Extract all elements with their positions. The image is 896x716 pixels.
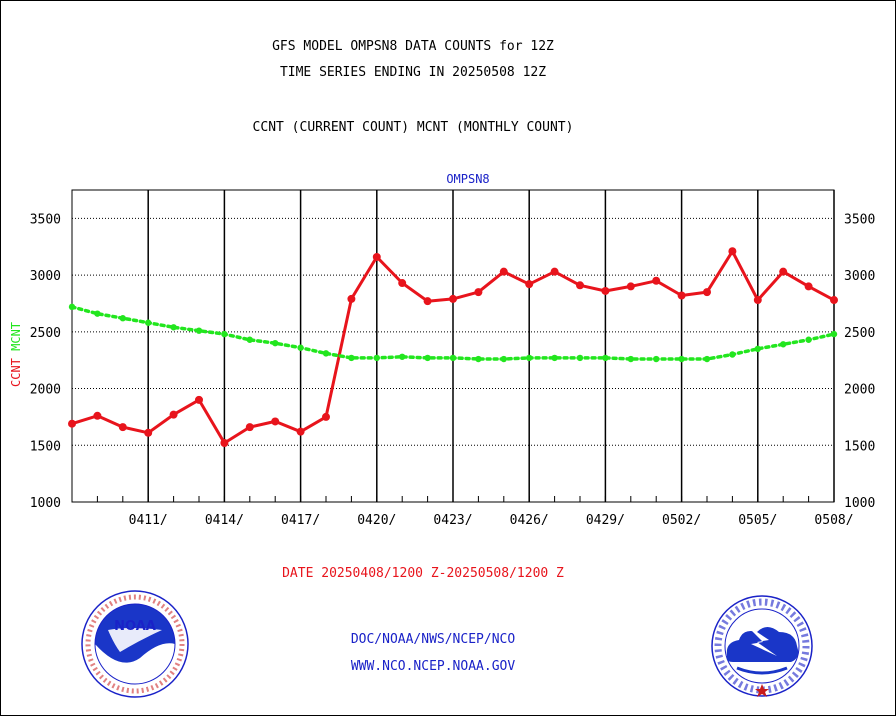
- header-line-2: TIME SERIES ENDING IN 20250508 12Z: [279, 65, 547, 80]
- y-tick-label-left: 2000: [30, 383, 61, 398]
- x-tick-label: 0508/: [814, 513, 853, 528]
- data-point-mcnt: [475, 355, 482, 363]
- data-point-mcnt: [145, 319, 152, 326]
- data-point-mcnt: [602, 354, 609, 362]
- data-point-mcnt: [119, 315, 127, 322]
- x-tick-label: 0505/: [738, 513, 777, 528]
- data-point-mcnt: [653, 355, 660, 363]
- y-axis-label-ccnt: CCNT: [9, 358, 23, 387]
- y-tick-label-left: 1500: [30, 439, 61, 454]
- x-tick-label: 0426/: [510, 513, 549, 528]
- y-tick-label-right: 1500: [844, 439, 875, 454]
- data-point-ccnt: [449, 294, 457, 303]
- data-point-ccnt: [271, 417, 280, 426]
- data-point-ccnt: [195, 395, 203, 404]
- x-tick-label: 0502/: [662, 513, 701, 528]
- data-point-ccnt: [550, 267, 559, 276]
- data-point-ccnt: [576, 281, 584, 290]
- header-line-1: GFS MODEL OMPSN8 DATA COUNTS for 12Z: [272, 39, 554, 54]
- data-point-ccnt: [398, 279, 407, 288]
- data-point-mcnt: [68, 303, 76, 311]
- data-point-ccnt: [830, 296, 838, 305]
- chart-title: OMPSN8: [446, 172, 489, 186]
- data-point-ccnt: [68, 419, 76, 428]
- data-point-ccnt: [601, 286, 610, 295]
- noaa-logo-text: NOAA: [114, 619, 156, 634]
- data-point-mcnt: [348, 354, 355, 362]
- org-path-label: DOC/NOAA/NWS/NCEP/NCO: [350, 632, 516, 647]
- data-point-ccnt: [652, 276, 661, 285]
- data-point-mcnt: [449, 354, 457, 362]
- data-point-mcnt: [322, 350, 330, 357]
- data-point-mcnt: [195, 327, 203, 334]
- y-tick-label-left: 3500: [30, 212, 61, 227]
- data-point-ccnt: [245, 423, 254, 432]
- x-tick-label: 0411/: [129, 513, 168, 528]
- data-point-mcnt: [500, 355, 507, 363]
- data-point-mcnt: [170, 324, 177, 331]
- data-point-mcnt: [272, 339, 279, 347]
- data-point-ccnt: [220, 439, 229, 448]
- x-tick-label: 0423/: [433, 513, 472, 528]
- data-point-mcnt: [576, 354, 584, 362]
- data-point-ccnt: [347, 294, 356, 303]
- data-point-mcnt: [246, 336, 253, 343]
- data-point-mcnt: [627, 355, 634, 363]
- y-tick-label-right: 2000: [844, 383, 875, 398]
- y-axis-label-mcnt: MCNT: [9, 322, 23, 358]
- data-point-mcnt: [297, 344, 304, 351]
- website-label: WWW.NCO.NCEP.NOAA.GOV: [350, 659, 516, 674]
- data-point-mcnt: [729, 351, 736, 358]
- data-point-ccnt: [499, 267, 508, 276]
- y-tick-label-right: 3000: [844, 269, 875, 284]
- y-tick-label-right: 2500: [844, 326, 875, 341]
- data-point-ccnt: [423, 297, 432, 306]
- data-point-ccnt: [144, 428, 153, 437]
- data-point-mcnt: [399, 353, 406, 360]
- noaa-logo-icon: NOAA: [81, 590, 189, 698]
- data-point-mcnt: [551, 354, 558, 362]
- data-point-ccnt: [93, 411, 102, 420]
- data-point-ccnt: [169, 410, 178, 419]
- nws-logo-icon: [711, 595, 813, 697]
- data-point-ccnt: [118, 423, 127, 432]
- y-tick-label-left: 1000: [30, 496, 61, 511]
- data-point-ccnt: [296, 427, 305, 436]
- data-point-ccnt: [753, 296, 762, 305]
- data-point-ccnt: [677, 291, 686, 300]
- data-point-mcnt: [373, 354, 380, 362]
- x-tick-label: 0417/: [281, 513, 320, 528]
- y-axis-label: CCNT MCNT: [9, 322, 23, 387]
- data-point-mcnt: [830, 330, 838, 338]
- data-point-mcnt: [780, 341, 787, 348]
- data-point-mcnt: [754, 345, 761, 353]
- data-point-mcnt: [703, 355, 711, 363]
- header-line-3: CCNT (CURRENT COUNT) MCNT (MONTHLY COUNT…: [252, 120, 574, 135]
- x-tick-label: 0414/: [205, 513, 244, 528]
- data-point-ccnt: [779, 267, 788, 276]
- data-point-ccnt: [322, 412, 330, 421]
- data-point-mcnt: [526, 354, 533, 362]
- data-point-mcnt: [221, 330, 228, 338]
- data-point-ccnt: [728, 247, 737, 256]
- x-tick-label: 0429/: [586, 513, 625, 528]
- data-point-ccnt: [525, 280, 534, 289]
- data-point-ccnt: [372, 252, 381, 261]
- data-point-mcnt: [94, 310, 101, 317]
- data-point-mcnt: [805, 336, 812, 343]
- date-range-label: DATE 20250408/1200 Z-20250508/1200 Z: [282, 566, 564, 581]
- data-point-ccnt: [474, 288, 483, 297]
- y-tick-label-right: 3500: [844, 212, 875, 227]
- data-point-mcnt: [424, 354, 431, 362]
- x-tick-label: 0420/: [357, 513, 396, 528]
- y-tick-label-left: 2500: [30, 326, 61, 341]
- y-tick-label-right: 1000: [844, 496, 875, 511]
- data-point-mcnt: [678, 355, 685, 363]
- data-point-ccnt: [804, 282, 813, 291]
- y-tick-label-left: 3000: [30, 269, 61, 284]
- data-point-ccnt: [626, 282, 635, 291]
- data-point-ccnt: [703, 288, 711, 297]
